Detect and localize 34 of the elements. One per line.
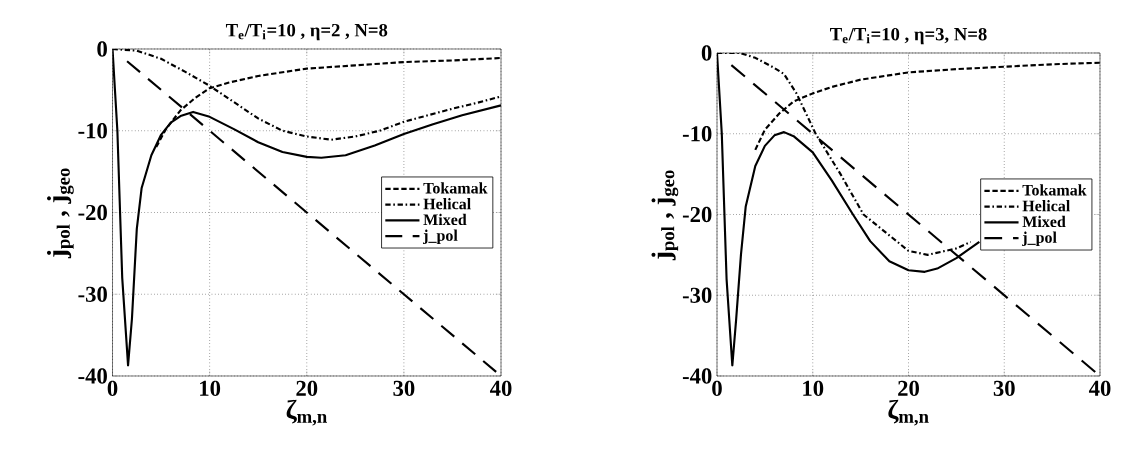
legend-label: j_pol <box>1022 231 1057 247</box>
x-tick-label: 0 <box>107 380 118 396</box>
y-tick-label: 0 <box>701 45 712 61</box>
y-tick-label: -10 <box>78 123 107 139</box>
y-tick-label: -40 <box>78 368 107 384</box>
x-tick-label: 40 <box>1088 380 1111 396</box>
legend-label: j_pol <box>423 229 458 245</box>
legend-label: Tokamak <box>423 182 488 194</box>
legend-label: Tokamak <box>1022 184 1087 196</box>
x-tick-label: 0 <box>712 380 722 396</box>
chart-title: T$_{e}$/T$_{i}$=10 , η=3, N=8 <box>830 27 987 45</box>
y-tick-label: -20 <box>78 204 107 221</box>
y-axis-title: j$_{pol}$ , j$_{geo}$ <box>651 170 679 261</box>
x-axis-title: ζ$_{m,n}$ <box>888 399 929 426</box>
x-tick-label: 20 <box>296 380 318 396</box>
x-tick-label: 10 <box>200 380 221 396</box>
legend-label: Mixed <box>1022 215 1066 228</box>
y-tick-label: -30 <box>78 286 107 302</box>
x-tick-label: 10 <box>803 380 824 396</box>
legend-label: Mixed <box>423 213 467 226</box>
legend-label: Helical <box>423 198 471 210</box>
y-tick-label: -20 <box>682 206 712 223</box>
x-tick-label: 30 <box>993 380 1015 396</box>
y-axis-title: j$_{pol}$ , j$_{geo}$ <box>47 168 74 259</box>
y-tick-label: 0 <box>97 41 107 57</box>
x-tick-label: 20 <box>898 380 919 396</box>
y-tick-label: -30 <box>682 287 712 303</box>
y-tick-label: -10 <box>682 126 712 142</box>
x-axis-title: ζ$_{m,n}$ <box>286 399 327 426</box>
x-tick-label: 30 <box>393 380 415 396</box>
y-tick-label: -40 <box>682 368 712 384</box>
chart-title: T$_{e}$/T$_{i}$=10 , η=2 , N=8 <box>225 23 388 41</box>
legend-label: Helical <box>1022 200 1070 212</box>
x-tick-label: 40 <box>489 380 512 396</box>
